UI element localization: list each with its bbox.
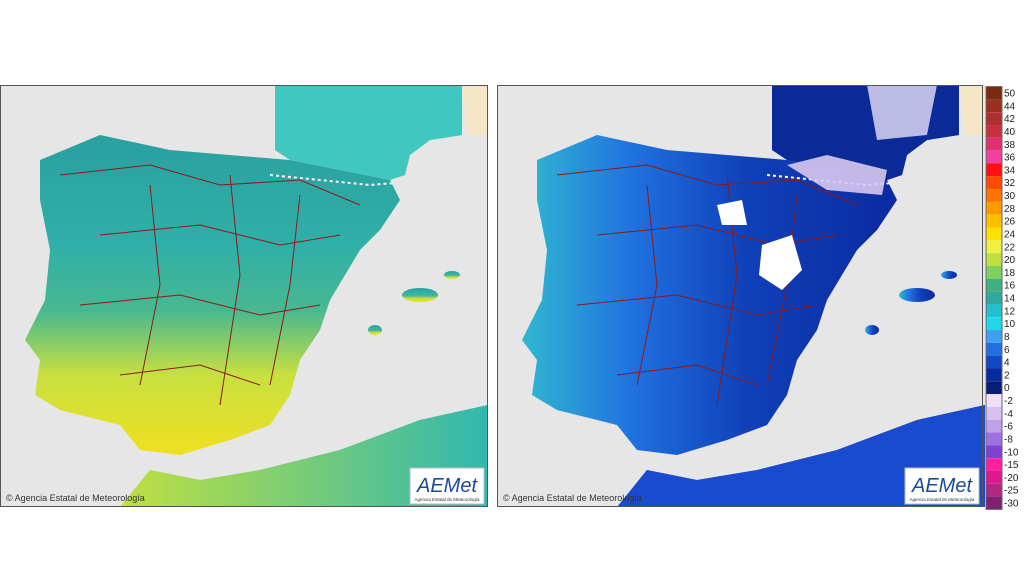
logo-box bbox=[904, 467, 980, 505]
legend-label: -4 bbox=[1004, 409, 1013, 420]
legend-swatch bbox=[986, 150, 1002, 164]
legend-label: -2 bbox=[1004, 396, 1013, 407]
legend-label: 30 bbox=[1004, 191, 1016, 202]
legend-label: 38 bbox=[1004, 140, 1016, 151]
legend-swatch bbox=[986, 355, 1002, 369]
logo: AEMet bbox=[416, 475, 478, 497]
credit: © Agencia Estatal de Meteorología bbox=[503, 493, 642, 503]
legend-label: 6 bbox=[1004, 345, 1010, 356]
logo: AEMet bbox=[911, 475, 973, 497]
legend-swatch bbox=[986, 445, 1002, 459]
legend-swatch bbox=[986, 381, 1002, 395]
legend-label: -10 bbox=[1004, 447, 1019, 458]
legend-label: -30 bbox=[1004, 499, 1019, 510]
legend-swatch bbox=[986, 227, 1002, 241]
legend-swatch bbox=[986, 240, 1002, 254]
legend-swatch bbox=[986, 214, 1002, 228]
legend-swatch bbox=[986, 201, 1002, 215]
legend-label: 36 bbox=[1004, 153, 1016, 164]
legend-label: 28 bbox=[1004, 204, 1016, 215]
legend-swatch bbox=[986, 406, 1002, 420]
map-right bbox=[496, 84, 986, 508]
legend-label: -20 bbox=[1004, 473, 1019, 484]
legend-swatch bbox=[986, 112, 1002, 126]
logo-subtitle: Agencia Estatal de Meteorología bbox=[414, 497, 480, 502]
legend-label: 8 bbox=[1004, 332, 1010, 343]
legend-swatch bbox=[986, 317, 1002, 331]
legend-label: 14 bbox=[1004, 294, 1016, 305]
legend-swatch bbox=[986, 99, 1002, 113]
legend-swatch bbox=[986, 394, 1002, 407]
legend-label: 40 bbox=[1004, 127, 1016, 138]
legend-label: 34 bbox=[1004, 165, 1016, 176]
legend-swatch bbox=[986, 163, 1002, 177]
legend-label: 32 bbox=[1004, 178, 1016, 189]
legend-label: 20 bbox=[1004, 255, 1016, 266]
legend-frame bbox=[985, 86, 1003, 510]
legend-swatch bbox=[986, 496, 1002, 510]
legend-label: -15 bbox=[1004, 460, 1019, 471]
legend-swatch bbox=[986, 265, 1002, 279]
legend-label: 16 bbox=[1004, 281, 1016, 292]
legend-label: 10 bbox=[1004, 319, 1016, 330]
legend-label: 2 bbox=[1004, 370, 1010, 381]
legend-swatch bbox=[986, 137, 1002, 151]
legend-label: 44 bbox=[1004, 101, 1016, 112]
legend-swatch bbox=[986, 291, 1002, 305]
legend-label: 50 bbox=[1004, 89, 1016, 100]
legend-label: 22 bbox=[1004, 242, 1016, 253]
legend-label: 4 bbox=[1004, 358, 1010, 369]
legend-label: 18 bbox=[1004, 268, 1016, 279]
legend-swatch bbox=[986, 458, 1002, 471]
legend-swatch bbox=[986, 278, 1002, 292]
legend-swatch bbox=[986, 253, 1002, 266]
legend-swatch bbox=[986, 432, 1002, 446]
legend-label: -8 bbox=[1004, 434, 1013, 445]
map-left bbox=[0, 84, 489, 508]
legend-swatch bbox=[986, 368, 1002, 382]
legend-swatch bbox=[986, 483, 1002, 497]
legend-label: 42 bbox=[1004, 114, 1016, 125]
logo-subtitle: Agencia Estatal de Meteorología bbox=[909, 497, 975, 502]
legend-swatch bbox=[986, 125, 1002, 138]
logo-box bbox=[409, 467, 485, 505]
legend-swatch bbox=[986, 470, 1002, 484]
legend-label: 0 bbox=[1004, 383, 1010, 394]
legend-label: -25 bbox=[1004, 486, 1019, 497]
legend-swatch bbox=[986, 330, 1002, 343]
legend-label: -6 bbox=[1004, 422, 1013, 433]
legend-swatch bbox=[986, 86, 1002, 100]
credit: © Agencia Estatal de Meteorología bbox=[6, 493, 145, 503]
legend-label: 12 bbox=[1004, 306, 1016, 317]
legend-swatch bbox=[986, 304, 1002, 318]
legend-swatch bbox=[986, 342, 1002, 356]
legend-label: 24 bbox=[1004, 229, 1016, 240]
legend-label: 26 bbox=[1004, 217, 1016, 228]
legend-swatch bbox=[986, 419, 1002, 433]
legend-swatch bbox=[986, 189, 1002, 202]
legend-swatch bbox=[986, 176, 1002, 190]
